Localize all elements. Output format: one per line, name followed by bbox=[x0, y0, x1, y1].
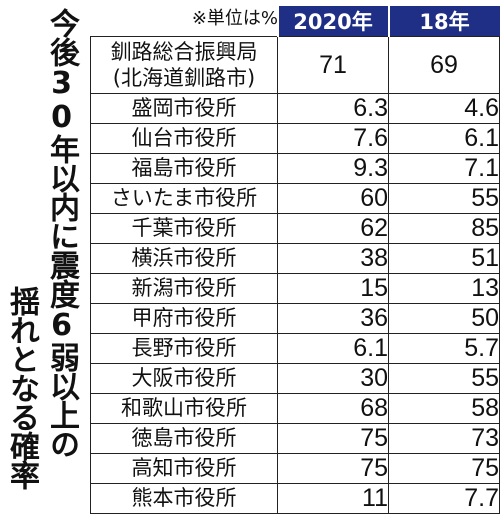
row-label: 高知市役所 bbox=[90, 453, 278, 484]
value-18: 55 bbox=[388, 363, 500, 394]
value-2020: 60 bbox=[277, 183, 389, 214]
row-name: 大阪市役所 bbox=[131, 366, 237, 390]
row-name: 徳島市役所 bbox=[131, 426, 237, 450]
table-row: 福島市役所 9.3 7.1 bbox=[90, 153, 500, 184]
value-2020: 36 bbox=[277, 303, 389, 334]
row-name: 千葉市役所 bbox=[131, 216, 237, 240]
row-label: 横浜市役所 bbox=[90, 243, 278, 274]
table-row: 盛岡市役所 6.3 4.6 bbox=[90, 93, 500, 124]
row-label: 徳島市役所 bbox=[90, 423, 278, 454]
row-name: さいたま市役所 bbox=[110, 186, 258, 210]
value-18: 69 bbox=[388, 36, 500, 94]
row-name: 甲府市役所 bbox=[131, 306, 237, 330]
value-2020: 9.3 bbox=[277, 153, 389, 184]
row-name: 釧路総合振興局 bbox=[110, 40, 258, 64]
unit-note: ※単位は% bbox=[191, 8, 278, 29]
chart-title: 今後30年以内に震度6弱以上の 揺れとなる確率 bbox=[0, 8, 86, 508]
row-label: 長野市役所 bbox=[90, 333, 278, 364]
column-header-18: 18年 bbox=[387, 6, 500, 37]
row-subname: (北海道釧路市) bbox=[112, 66, 256, 90]
value-2020: 68 bbox=[277, 393, 389, 424]
probability-table: 2020年 18年 釧路総合振興局 (北海道釧路市) 71 69 盛岡市役所 6.3 4.6… bbox=[90, 6, 500, 514]
value-2020: 75 bbox=[277, 423, 389, 454]
row-name: 長野市役所 bbox=[131, 336, 237, 360]
value-2020: 15 bbox=[277, 273, 389, 304]
table-row: さいたま市役所 60 55 bbox=[90, 183, 500, 214]
row-label: 福島市役所 bbox=[90, 153, 278, 184]
value-2020: 11 bbox=[277, 483, 389, 514]
row-label: 和歌山市役所 bbox=[90, 393, 278, 424]
value-18: 75 bbox=[388, 453, 500, 484]
value-18: 58 bbox=[388, 393, 500, 424]
value-18: 5.7 bbox=[388, 333, 500, 364]
value-2020: 6.3 bbox=[277, 93, 389, 124]
table-row: 高知市役所 75 75 bbox=[90, 453, 500, 484]
row-label: 仙台市役所 bbox=[90, 123, 278, 154]
row-name: 熊本市役所 bbox=[131, 486, 237, 510]
value-2020: 7.6 bbox=[277, 123, 389, 154]
value-2020: 6.1 bbox=[277, 333, 389, 364]
header-blank bbox=[91, 6, 278, 37]
table-row: 釧路総合振興局 (北海道釧路市) 71 69 bbox=[90, 36, 500, 94]
value-18: 85 bbox=[388, 213, 500, 244]
value-18: 4.6 bbox=[388, 93, 500, 124]
table-row: 仙台市役所 7.6 6.1 bbox=[90, 123, 500, 154]
value-18: 55 bbox=[388, 183, 500, 214]
row-label: 盛岡市役所 bbox=[90, 93, 278, 124]
row-label: 熊本市役所 bbox=[90, 483, 278, 514]
title-line-2: 揺れとなる確率 bbox=[4, 286, 39, 489]
row-name: 盛岡市役所 bbox=[131, 96, 237, 120]
value-2020: 75 bbox=[277, 453, 389, 484]
table-body: 釧路総合振興局 (北海道釧路市) 71 69 盛岡市役所 6.3 4.6 仙台市役所 7.6 6.… bbox=[90, 36, 500, 514]
title-line-1: 今後30年以内に震度6弱以上の bbox=[44, 8, 79, 458]
row-name: 高知市役所 bbox=[131, 456, 237, 480]
value-2020: 62 bbox=[277, 213, 389, 244]
value-18: 51 bbox=[388, 243, 500, 274]
value-2020: 30 bbox=[277, 363, 389, 394]
table-row: 横浜市役所 38 51 bbox=[90, 243, 500, 274]
table-row: 千葉市役所 62 85 bbox=[90, 213, 500, 244]
value-18: 50 bbox=[388, 303, 500, 334]
row-label: 大阪市役所 bbox=[90, 363, 278, 394]
table-row: 大阪市役所 30 55 bbox=[90, 363, 500, 394]
row-label: 釧路総合振興局 (北海道釧路市) bbox=[90, 36, 278, 94]
table-row: 熊本市役所 11 7.7 bbox=[90, 483, 500, 514]
table-row: 和歌山市役所 68 58 bbox=[90, 393, 500, 424]
row-label: さいたま市役所 bbox=[90, 183, 278, 214]
table-row: 新潟市役所 15 13 bbox=[90, 273, 500, 304]
value-2020: 38 bbox=[277, 243, 389, 274]
value-18: 7.7 bbox=[388, 483, 500, 514]
value-2020: 71 bbox=[277, 36, 389, 94]
value-18: 7.1 bbox=[388, 153, 500, 184]
row-label: 新潟市役所 bbox=[90, 273, 278, 304]
table-row: 徳島市役所 75 73 bbox=[90, 423, 500, 454]
row-label: 千葉市役所 bbox=[90, 213, 278, 244]
row-name: 福島市役所 bbox=[131, 156, 237, 180]
table-row: 長野市役所 6.1 5.7 bbox=[90, 333, 500, 364]
row-name: 横浜市役所 bbox=[131, 246, 237, 270]
row-name: 和歌山市役所 bbox=[121, 396, 247, 420]
row-name: 仙台市役所 bbox=[131, 126, 237, 150]
value-18: 13 bbox=[388, 273, 500, 304]
row-name: 新潟市役所 bbox=[131, 276, 237, 300]
value-18: 73 bbox=[388, 423, 500, 454]
header-row: 2020年 18年 bbox=[91, 6, 500, 37]
row-label: 甲府市役所 bbox=[90, 303, 278, 334]
value-18: 6.1 bbox=[388, 123, 500, 154]
table-row: 甲府市役所 36 50 bbox=[90, 303, 500, 334]
column-header-2020: 2020年 bbox=[276, 6, 389, 37]
